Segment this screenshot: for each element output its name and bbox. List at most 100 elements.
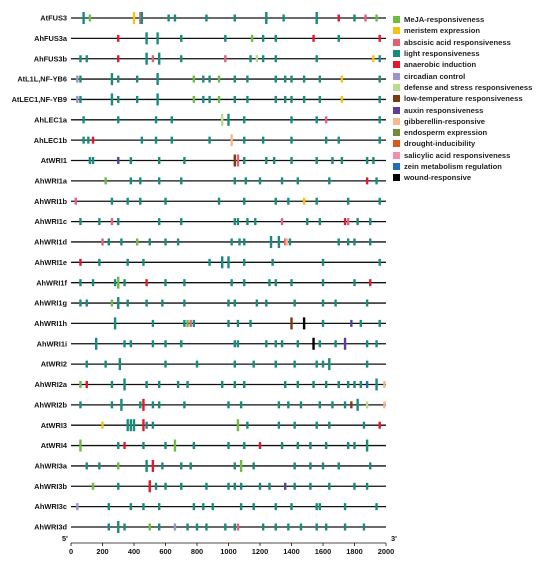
cis-element-anaerobic (369, 279, 372, 287)
cis-element-light (290, 116, 293, 124)
cis-element-light (290, 95, 293, 103)
cis-element-light (208, 95, 211, 103)
cis-element-light (261, 34, 265, 42)
legend-item-meristem: meristem expression (393, 25, 549, 36)
cis-element-light (378, 75, 381, 83)
cis-element-light (315, 360, 318, 368)
legend-label: light responsiveness (404, 49, 480, 59)
legend-item-light: light responsiveness (393, 48, 549, 59)
cis-element-light (243, 258, 246, 266)
cis-element-light (365, 299, 369, 307)
cis-element-light (110, 93, 114, 106)
position-axis: 5' 3' 0 200 400 600 800 1000 1200 1400 1600 1800 2… (62, 534, 397, 556)
cis-element-light (82, 136, 85, 144)
cis-element-aba (324, 116, 328, 124)
cis-element-light (284, 95, 287, 103)
cis-element-light (227, 319, 230, 327)
cis-element-light (221, 256, 224, 269)
cis-element-anaerobic (148, 480, 151, 493)
cis-element-light (120, 398, 123, 411)
cis-element-light (255, 299, 259, 307)
cis-element-light (233, 177, 236, 185)
cis-element-light (170, 136, 173, 144)
gene-label: AtLEC1,NF-YB9 (12, 95, 67, 104)
cis-element-light (309, 482, 312, 490)
legend-item-gibberellin: gibberellin-responsive (393, 116, 549, 127)
cis-element-light (356, 398, 359, 411)
cis-element-light (145, 421, 148, 429)
legend-swatch (393, 129, 400, 137)
cis-element-light (158, 157, 161, 165)
cis-element-light (151, 319, 155, 327)
cis-element-light (126, 299, 129, 307)
cis-element-light (113, 317, 117, 330)
cis-element-light (249, 319, 252, 327)
cis-element-anaerobic (343, 218, 347, 226)
cis-element-light (129, 157, 133, 165)
legend-label: wound-responsive (404, 173, 472, 183)
cis-element-light (202, 75, 205, 83)
cis-element-meja (239, 459, 243, 472)
gene-track: AhWRI1i (37, 337, 386, 350)
cis-element-light (378, 258, 381, 266)
cis-element-light (208, 136, 211, 144)
cis-element-light (261, 136, 265, 144)
cis-element-light (189, 462, 192, 470)
cis-element-light (224, 34, 227, 42)
cis-element-light (353, 14, 356, 22)
cis-element-light (375, 340, 378, 348)
cis-element-light (324, 442, 328, 450)
cis-element-light (343, 401, 347, 409)
cis-element-light (324, 523, 328, 531)
gene-track: AhWRI2b (34, 398, 386, 411)
legend-swatch (393, 61, 400, 69)
cis-element-light (331, 157, 334, 165)
cis-element-light (337, 380, 340, 388)
cis-element-light (365, 360, 369, 368)
cis-element-wound (302, 317, 306, 330)
legend-swatch (393, 95, 400, 103)
cis-element-light (227, 256, 230, 269)
cis-element-light (151, 421, 155, 429)
cis-element-light (246, 95, 249, 103)
cis-element-light (135, 95, 139, 103)
cis-element-light (337, 34, 340, 42)
cis-element-light (85, 55, 88, 63)
legend-label: defense and stress responsiveness (404, 82, 533, 92)
cis-element-light (261, 523, 265, 531)
cis-element-light (296, 340, 299, 348)
axis-ticks: 0 200 400 600 800 1000 1200 1400 1600 1800 2000 (69, 543, 394, 556)
cis-element-light (85, 360, 88, 368)
cis-element-anaerobic (151, 459, 155, 472)
cis-element-light (233, 75, 236, 83)
gene-track: AhWRI3b (34, 480, 386, 493)
cis-element-light (328, 482, 331, 490)
gene-label: AhWRI1c (35, 217, 67, 226)
cis-element-light (135, 75, 139, 83)
cis-element-circadian (76, 95, 79, 103)
cis-element-meja (104, 177, 107, 185)
cis-element-light (302, 75, 306, 83)
cis-element-auxin (343, 337, 347, 350)
cis-element-light (233, 299, 236, 307)
cis-element-light (126, 258, 129, 266)
cis-element-light (318, 218, 322, 226)
cis-element-light (353, 380, 356, 388)
cis-element-light (173, 14, 177, 22)
cis-element-light (98, 218, 101, 226)
cis-element-light (158, 177, 161, 185)
cis-element-light (309, 462, 312, 470)
gene-label: AhWRI3d (34, 523, 67, 532)
gene-label: AhWRI1f (36, 278, 67, 287)
gene-label: AhWRI1i (37, 339, 67, 348)
gene-track: AhWRI1d (34, 235, 386, 248)
cis-element-light (284, 380, 287, 388)
cis-element-meja (79, 439, 82, 452)
legend-swatch (393, 106, 400, 114)
cis-element-light (233, 340, 236, 348)
cis-element-light (211, 503, 214, 511)
cis-element-light (82, 116, 85, 124)
cis-element-light (243, 136, 246, 144)
cis-element-light (268, 279, 271, 287)
legend-swatch (393, 117, 400, 125)
